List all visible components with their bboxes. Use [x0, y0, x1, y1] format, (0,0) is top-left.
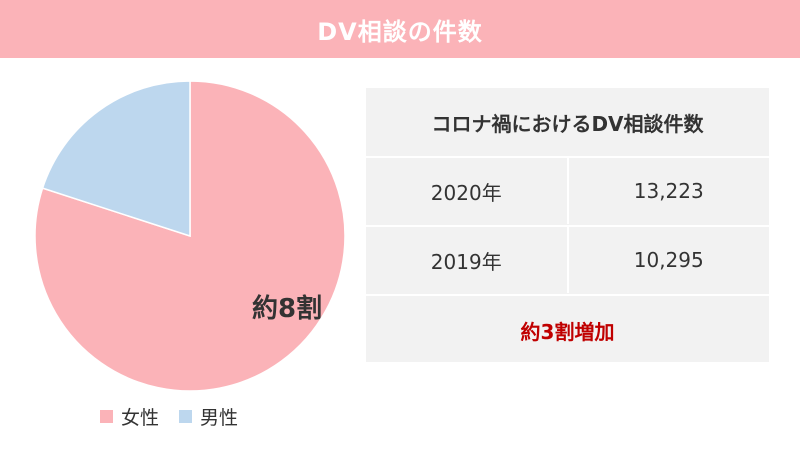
- pie-chart: 約8割: [30, 76, 350, 396]
- chart-legend: 女性 男性: [100, 400, 238, 432]
- table-cell-year: 2020年: [366, 158, 569, 224]
- legend-item-male: 男性: [179, 403, 238, 430]
- pie-slice-male: [41, 80, 191, 238]
- table-cell-count: 10,295: [633, 248, 704, 272]
- pie-slice-female: [34, 80, 346, 392]
- table-title: コロナ禍におけるDV相談件数: [431, 111, 704, 136]
- legend-swatch-female: [100, 409, 113, 423]
- pie-data-label: 約8割: [252, 294, 323, 324]
- table-row: 2020年 13,223: [366, 156, 769, 224]
- legend-label-male: 男性: [200, 406, 239, 429]
- table-cell-year: 2019年: [366, 227, 569, 293]
- increase-note: 約3割増加: [366, 294, 769, 364]
- pie-chart-svg: [34, 80, 346, 392]
- table-cell-count: 13,223: [633, 179, 704, 203]
- legend-swatch-male: [179, 409, 193, 423]
- legend-label-female: 女性: [121, 406, 160, 429]
- table-row: 2019年 10,295: [366, 225, 769, 293]
- page-title: DV相談の件数: [317, 17, 483, 46]
- header-banner: DV相談の件数: [0, 0, 800, 58]
- legend-item-female: 女性: [100, 403, 159, 430]
- dv-count-table: コロナ禍におけるDV相談件数 2020年 13,223 2019年 10,295…: [366, 88, 769, 362]
